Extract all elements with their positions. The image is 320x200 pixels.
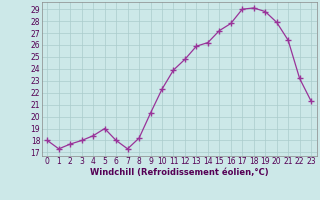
X-axis label: Windchill (Refroidissement éolien,°C): Windchill (Refroidissement éolien,°C) <box>90 168 268 177</box>
